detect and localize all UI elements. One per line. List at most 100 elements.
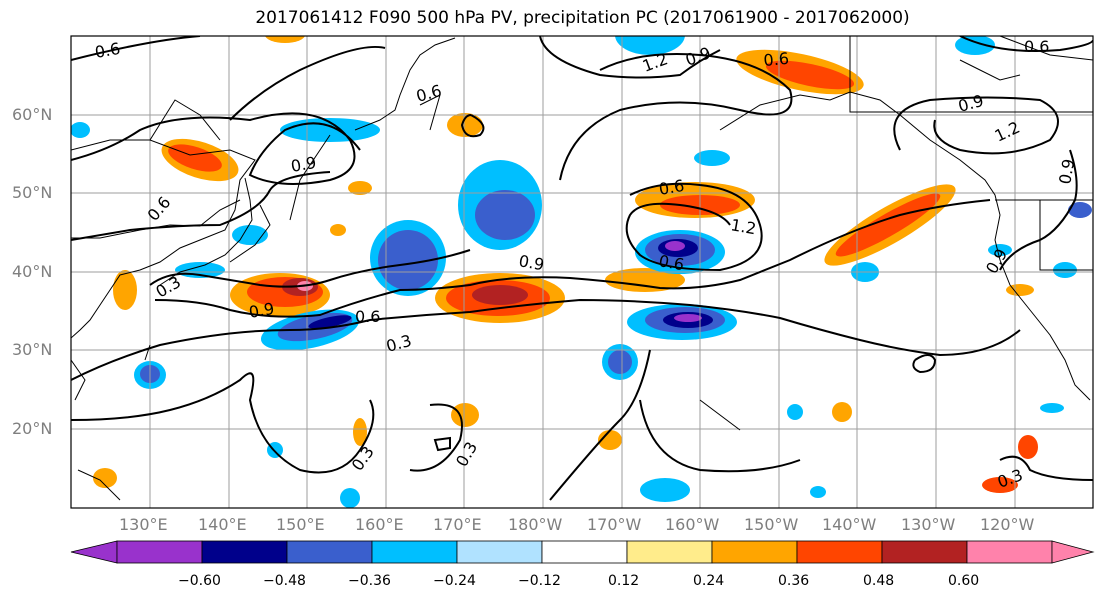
colorbar-segment: [541, 540, 628, 564]
precip-blob-neg: [988, 244, 1012, 256]
contour-label: 0.6: [657, 251, 685, 274]
precip-blob-neg: [71, 122, 90, 138]
colorbar-tick-label: 0.36: [778, 573, 810, 589]
precip-blob-pos: [93, 468, 117, 488]
contour-label: 0.6: [93, 39, 121, 62]
precip-blob-neg: [475, 190, 535, 240]
precip-blob-pos: [832, 402, 852, 422]
contour-label: 0.3: [153, 272, 185, 301]
lat-label: 60°N: [12, 105, 53, 124]
precip-blob-neg: [665, 241, 685, 251]
contour-labels: 0.6 0.6 0.9 0.6 0.9 1.2 0.6 0.9 1.2 0.6 …: [93, 37, 1078, 492]
precip-blob-pos: [598, 430, 622, 450]
colorbar-segment: [456, 540, 543, 564]
colorbar-segment: [966, 540, 1053, 564]
lat-label: 40°N: [12, 262, 53, 281]
contour-label: 0.9: [289, 153, 317, 176]
precip-blob-pos: [451, 403, 479, 427]
precip-blob-pos: [982, 477, 1018, 493]
pv-contours: [71, 36, 1093, 501]
precip-blob-pos: [605, 268, 685, 292]
colorbar-extend-min: [70, 540, 118, 564]
contour-label: 0.6: [657, 176, 685, 199]
contour-label: 0.3: [452, 438, 481, 470]
colorbar-tick-label: −0.48: [263, 573, 306, 589]
colorbar-tick-label: −0.24: [433, 573, 476, 589]
precip-blob-neg: [1068, 202, 1092, 218]
map-title: 2017061412 F090 500 hPa PV, precipitatio…: [255, 8, 910, 28]
precip-blob-neg: [340, 488, 360, 508]
contour-label: 0.9: [1055, 157, 1078, 185]
gridlines: [71, 36, 1093, 508]
precip-blob-pos: [447, 113, 483, 137]
contour-label: 0.3: [348, 443, 378, 475]
colorbar-tick-label: 0.12: [608, 573, 640, 589]
lon-label: 130°W: [901, 515, 956, 534]
lon-label: 140°E: [198, 515, 247, 534]
precip-blob-pos: [765, 60, 855, 90]
precip-blob-pos: [472, 285, 528, 305]
precip-blob-pos: [330, 224, 346, 236]
contour-label: 0.6: [414, 81, 444, 106]
colorbar-segment: [881, 540, 968, 564]
contour-label: 1.2: [992, 118, 1023, 146]
contour-label: 1.2: [729, 215, 757, 238]
colorbar-extend-max: [1051, 540, 1095, 564]
precip-blob-neg: [378, 230, 438, 290]
contour-label: 0.6: [1024, 37, 1049, 56]
colorbar: [70, 540, 1095, 564]
lat-label: 30°N: [12, 340, 53, 359]
precip-blob-pos: [1006, 284, 1034, 296]
precip-blob-neg: [308, 315, 352, 329]
colorbar-tick-label: 0.48: [863, 573, 895, 589]
precip-blob-neg: [674, 314, 702, 322]
contour-label: 0.6: [144, 193, 175, 225]
colorbar-segment: [371, 540, 458, 564]
lon-label: 130°E: [119, 515, 168, 534]
coastlines: [71, 36, 1093, 501]
lon-label: 180°W: [508, 515, 563, 534]
contour-label: 0.3: [384, 331, 414, 356]
contour-label: 0.9: [683, 43, 713, 70]
precip-blob-pos: [113, 270, 137, 310]
precip-blob-pos: [168, 144, 222, 172]
precip-blob-neg: [810, 486, 826, 498]
colorbar-segment: [796, 540, 883, 564]
precip-blob-neg: [694, 150, 730, 166]
contour-label: 0.9: [247, 299, 275, 322]
lat-label: 50°N: [12, 183, 53, 202]
colorbar-segment: [116, 540, 203, 564]
colorbar-segment: [711, 540, 798, 564]
map-frame: [70, 35, 1094, 509]
precip-blob-neg: [640, 478, 690, 502]
contour-label: 0.6: [355, 307, 380, 326]
precip-blob-pos: [835, 193, 941, 257]
precip-blob-neg: [615, 36, 685, 55]
lon-label: 150°W: [744, 515, 799, 534]
precip-blob-neg: [1040, 403, 1064, 413]
colorbar-segment: [286, 540, 373, 564]
contour-label: 0.9: [517, 251, 545, 274]
precip-blob-neg: [955, 36, 995, 55]
lon-label: 120°W: [980, 515, 1035, 534]
colorbar-tick-label: −0.36: [348, 573, 391, 589]
contour-label: 0.3: [995, 465, 1025, 492]
colorbar-tick-label: 0.24: [693, 573, 725, 589]
precip-blob-neg: [608, 350, 632, 374]
colorbar-segment: [201, 540, 288, 564]
colorbar-segment: [626, 540, 713, 564]
precip-blob-neg: [787, 404, 803, 420]
precip-blob-pos: [1018, 435, 1038, 459]
lon-label: 170°E: [433, 515, 482, 534]
contour-label: 0.6: [763, 49, 790, 70]
precip-blob-pos: [265, 36, 305, 43]
precip-blob-pos: [353, 418, 367, 446]
lon-label: 160°W: [665, 515, 720, 534]
lon-label: 160°E: [355, 515, 404, 534]
lon-label: 170°W: [587, 515, 642, 534]
precip-shading: [71, 36, 1092, 508]
colorbar-tick-label: 0.60: [948, 573, 980, 589]
colorbar-tick-label: −0.60: [178, 573, 221, 589]
colorbar-tick-label: −0.12: [518, 573, 561, 589]
